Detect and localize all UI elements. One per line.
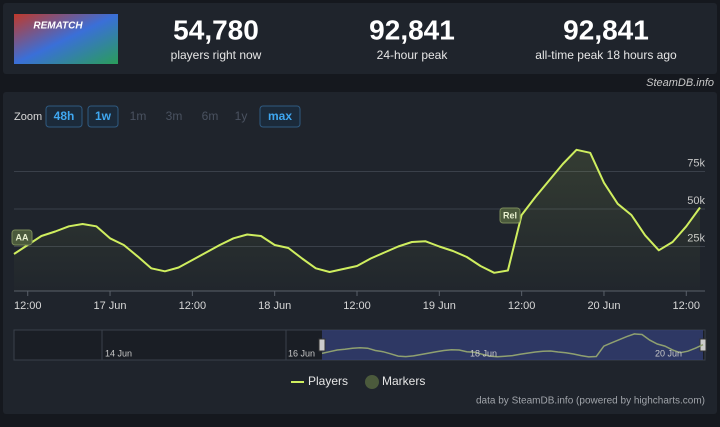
navigator-label: 14 Jun [105, 348, 132, 358]
zoom-button-label[interactable]: 1w [95, 109, 112, 123]
x-tick-label: 12:00 [179, 300, 207, 312]
stat-value: 92,841 [563, 14, 649, 45]
x-tick-label: 12:00 [673, 300, 701, 312]
navigator-line [321, 333, 704, 358]
x-tick-label: 20 Jun [587, 300, 620, 312]
x-tick-label: 18 Jun [258, 300, 291, 312]
zoom-button[interactable] [87, 105, 119, 128]
x-tick-label: 12:00 [14, 300, 42, 312]
legend-label[interactable]: Markers [382, 374, 425, 388]
stat-value: 92,841 [369, 14, 455, 45]
zoom-button-label[interactable]: 1m [130, 109, 147, 123]
zoom-button-label[interactable]: 48h [54, 109, 75, 123]
zoom-button-label[interactable]: 6m [202, 109, 219, 123]
watermark: SteamDB.info [646, 77, 714, 89]
marker [499, 207, 521, 224]
game-image [14, 14, 118, 64]
x-tick-label: 19 Jun [423, 300, 456, 312]
stat-label: 24-hour peak [377, 48, 449, 62]
legend-swatch [365, 375, 379, 389]
navigator-handle[interactable] [318, 338, 326, 352]
zoom-button-label[interactable]: 3m [166, 109, 183, 123]
x-tick-label: 12:00 [508, 300, 536, 312]
header-card [3, 3, 717, 74]
stat-label: players right now [171, 48, 262, 62]
zoom-button-label[interactable]: 1y [235, 109, 248, 123]
x-tick-label: 12:00 [343, 300, 371, 312]
legend-label[interactable]: Players [308, 374, 348, 388]
marker-label: Rel [503, 210, 517, 220]
zoom-button[interactable] [45, 105, 83, 128]
stat-label: all-time peak 18 hours ago [535, 48, 677, 62]
navigator-label: 18 Jun [470, 348, 497, 358]
x-tick-label: 17 Jun [94, 300, 127, 312]
zoom-label: Zoom [14, 111, 42, 123]
navigator-label: 16 Jun [288, 348, 315, 358]
marker [11, 229, 33, 246]
game-logo: REMATCH [33, 21, 83, 32]
series-line [13, 148, 701, 274]
credits: data by SteamDB.info (powered by highcha… [476, 396, 705, 407]
stat-value: 54,780 [173, 14, 259, 45]
y-tick-label: 50k [687, 195, 705, 207]
navigator-label: 20 Jun [655, 348, 682, 358]
y-tick-label: 75k [687, 157, 705, 169]
series-area [14, 149, 700, 291]
zoom-button[interactable] [259, 105, 301, 128]
zoom-button-label[interactable]: max [268, 109, 292, 123]
marker-label: AA [16, 232, 29, 242]
